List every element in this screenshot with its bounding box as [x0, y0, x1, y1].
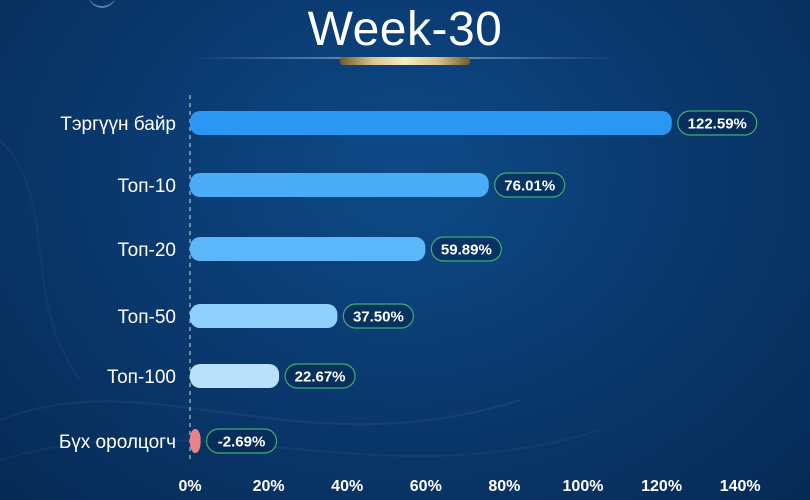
value-pill-1 [677, 110, 758, 136]
x-tick-label-5: 80% [488, 478, 520, 495]
value-label-6: -2.69% [218, 434, 266, 451]
category-label-1: Тэргүүн байр [60, 114, 176, 135]
x-tick-label-8: 140% [720, 478, 761, 495]
value-pill-4 [342, 303, 414, 329]
category-label-6: Бүх оролцогч [59, 432, 176, 453]
value-label-3: 59.89% [441, 242, 492, 259]
bar-3 [190, 237, 426, 261]
x-tick-label-3: 40% [331, 478, 363, 495]
category-label-2: Топ-10 [118, 176, 176, 197]
value-pill-5 [284, 363, 356, 389]
x-tick-label-2: 20% [253, 478, 285, 495]
bar-6 [190, 429, 201, 453]
value-pill-2 [494, 172, 566, 198]
value-label-1: 122.59% [688, 116, 747, 133]
logo-icon [88, 0, 116, 8]
chart-title: Week-30 [307, 3, 503, 56]
value-label-2: 76.01% [504, 178, 555, 195]
bar-1 [190, 111, 672, 135]
bar-5 [190, 364, 280, 388]
title-ornament [340, 57, 470, 65]
value-label-4: 37.50% [353, 309, 404, 326]
x-tick-label-7: 120% [641, 478, 682, 495]
category-label-5: Топ-100 [107, 367, 176, 388]
x-tick-label-6: 100% [563, 478, 604, 495]
bar-4 [190, 304, 338, 328]
bar-2 [190, 173, 489, 197]
category-label-3: Топ-20 [118, 240, 176, 261]
x-tick-label-4: 60% [410, 478, 442, 495]
value-pill-3 [430, 236, 502, 262]
value-pill-6 [205, 428, 278, 454]
value-label-5: 22.67% [295, 369, 346, 386]
x-tick-label-1: 0% [178, 478, 201, 495]
category-label-4: Топ-50 [118, 307, 176, 328]
